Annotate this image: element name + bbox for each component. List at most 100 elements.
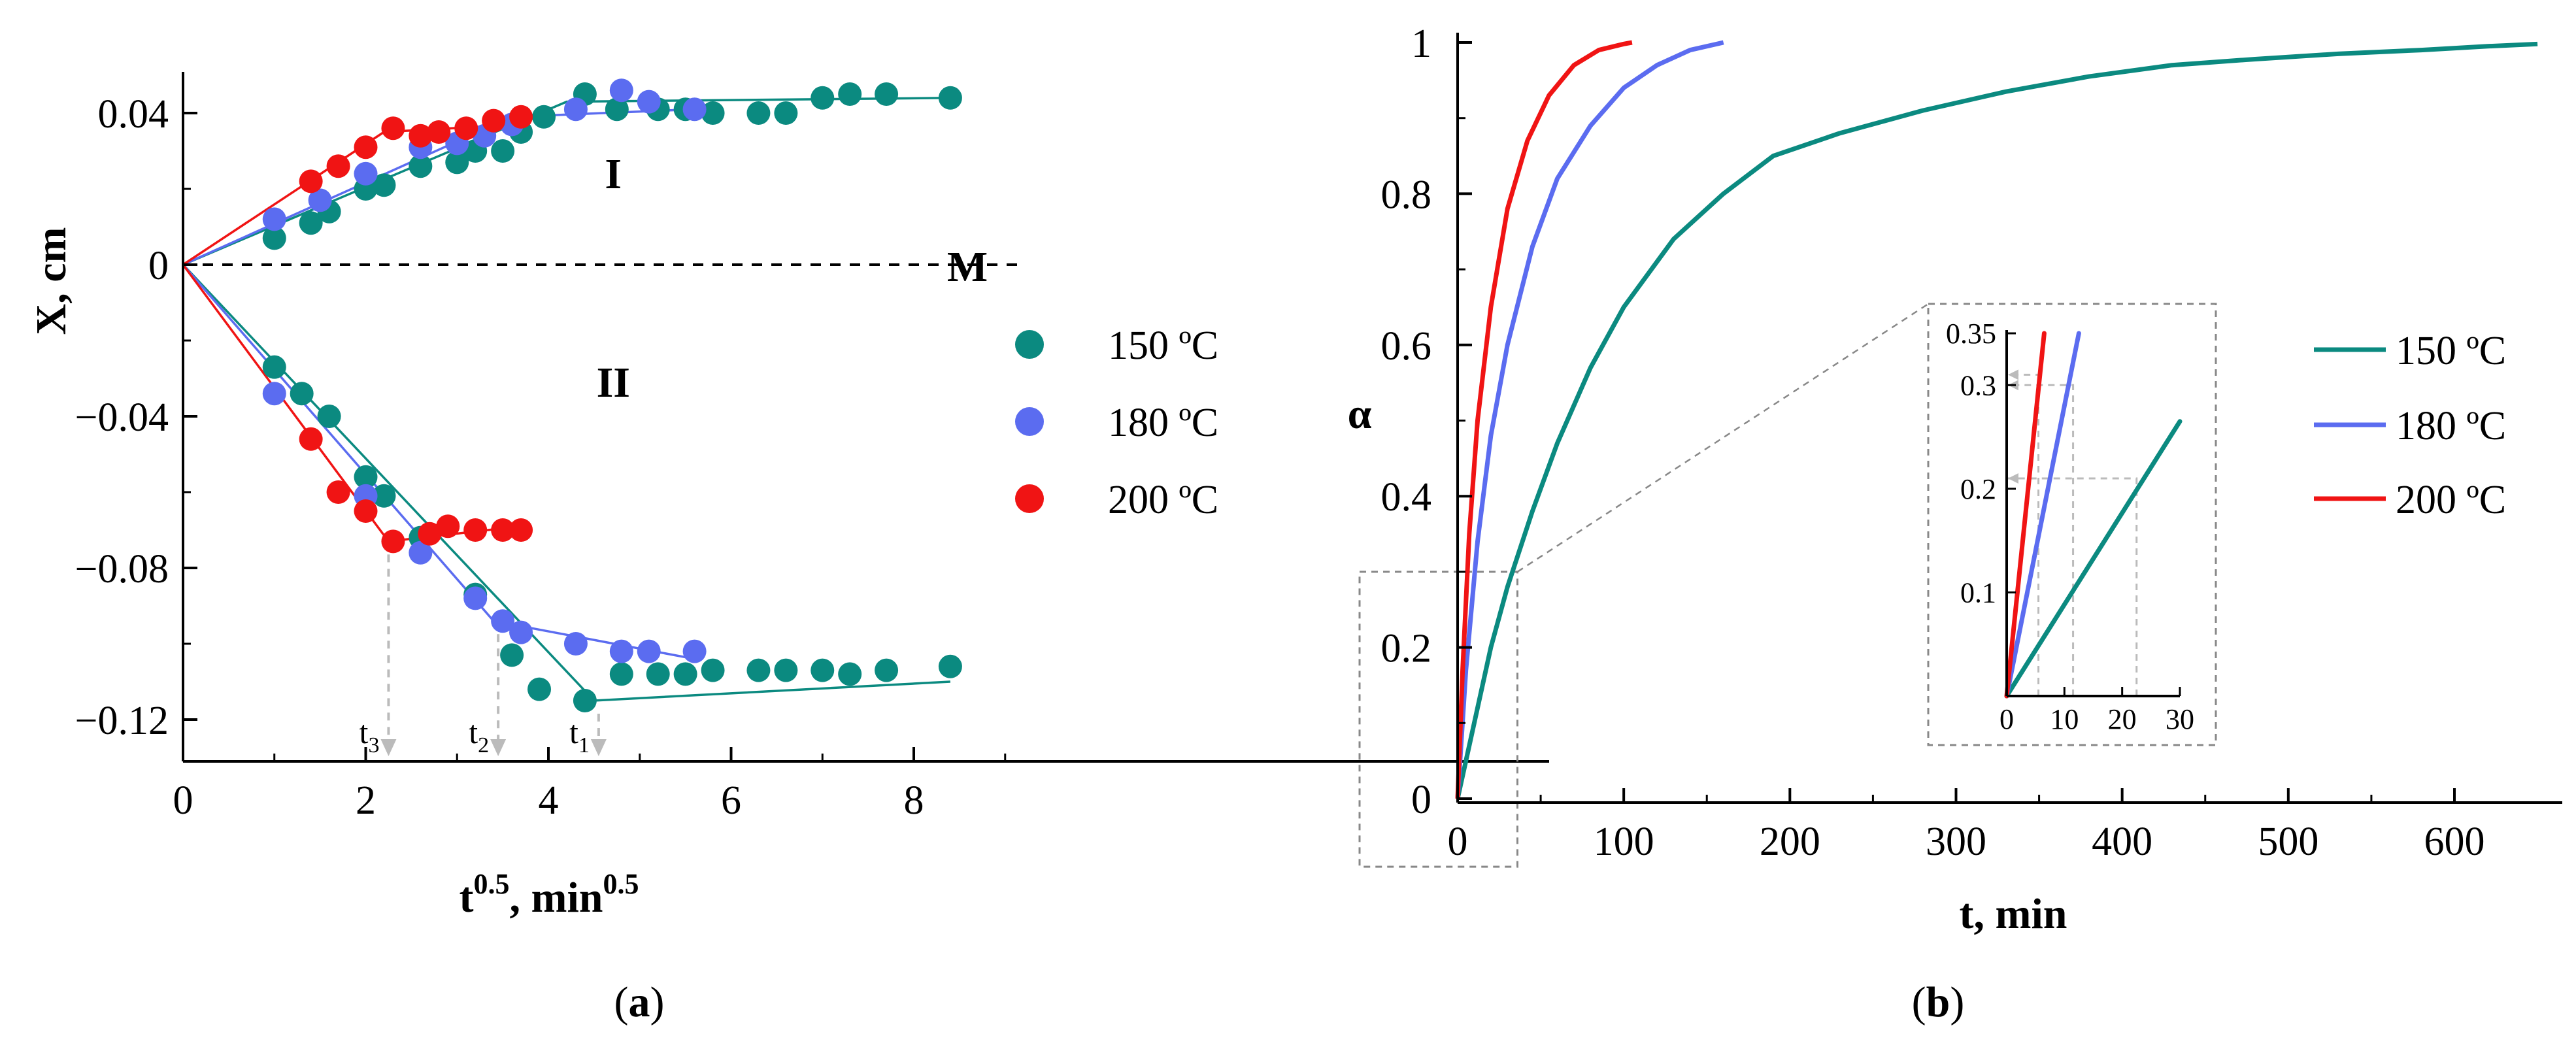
zoom-connector xyxy=(1516,303,1929,573)
inset-ticks xyxy=(2005,332,2181,696)
legend-label-200: 200 ºC xyxy=(2396,478,2506,522)
caption-letter: b xyxy=(1926,978,1950,1026)
panel-b-ticks xyxy=(1456,41,2456,803)
panel-b-marks xyxy=(1455,40,2538,799)
data-point-teal xyxy=(354,465,378,489)
panel-b-xtick-label: 500 xyxy=(2258,820,2318,864)
x-title-mid: , min xyxy=(509,874,603,922)
data-point-blue xyxy=(262,382,286,406)
data-point-teal xyxy=(372,173,396,197)
data-point-blue xyxy=(563,97,588,122)
inset-guide-arrowhead xyxy=(2008,473,2018,484)
legend-label-180: 180 ºC xyxy=(1108,401,1218,445)
data-point-teal xyxy=(811,658,835,682)
inset-ytick-label: 0.1 xyxy=(1960,576,1996,608)
data-point-teal xyxy=(673,662,697,686)
panel-b-x-axis-title: t, min xyxy=(1960,890,2067,938)
panel-a-xtick-label: 2 xyxy=(356,778,376,823)
data-point-teal xyxy=(938,86,962,110)
panel-b-y-axis-title: α xyxy=(1348,390,1372,438)
panel-a-caption: (a) xyxy=(614,978,665,1026)
panel-b-xtick-label: 100 xyxy=(1594,820,1654,864)
data-point-blue xyxy=(609,78,633,103)
time-marker-sub: 1 xyxy=(578,733,590,757)
data-point-red xyxy=(354,135,378,159)
region-label-i: I xyxy=(605,150,622,198)
data-point-red xyxy=(326,480,350,504)
time-marker-t2: t2 xyxy=(469,714,489,757)
panel-a-ytick-label: 0.04 xyxy=(98,92,169,137)
data-point-red xyxy=(436,514,460,539)
inset-guide-line xyxy=(2007,477,2138,696)
data-point-blue xyxy=(682,97,707,122)
panel-b-ytick-label: 0.8 xyxy=(1381,173,1432,217)
caption-open: ( xyxy=(1912,978,1926,1026)
x-title-sup: 0.5 xyxy=(473,868,509,900)
panel-a-marks xyxy=(182,78,1020,756)
data-point-teal xyxy=(774,658,798,682)
legend-label-200: 200 ºC xyxy=(1108,478,1218,522)
panel-a-xtick-label: 4 xyxy=(539,778,559,823)
time-marker-base: t xyxy=(360,714,369,750)
data-point-red xyxy=(491,518,515,542)
data-point-teal xyxy=(875,82,899,106)
data-point-red xyxy=(454,116,478,141)
data-point-red xyxy=(482,108,506,133)
data-point-teal xyxy=(500,643,524,667)
panel-b-axes xyxy=(1456,33,2562,804)
panel-b-xtick-label: 600 xyxy=(2424,820,2485,864)
fit-line-blue xyxy=(182,263,695,660)
data-point-teal xyxy=(875,658,899,682)
data-point-teal xyxy=(299,211,323,235)
matrix-label-m: M xyxy=(947,243,988,291)
panel-b-xtick-label: 400 xyxy=(2092,820,2152,864)
time-marker-base: t xyxy=(469,714,478,750)
series-line-blue xyxy=(1455,40,1724,799)
time-marker-t1: t1 xyxy=(569,714,590,757)
inset-ytick-label: 0.3 xyxy=(1960,369,1996,401)
data-point-teal xyxy=(262,226,286,250)
data-point-teal xyxy=(409,154,433,178)
data-point-teal xyxy=(491,139,515,163)
caption-close: ) xyxy=(1950,978,1964,1026)
panel-a-ytick-label: 0 xyxy=(148,244,169,288)
panel-a-xtick-label: 6 xyxy=(721,778,741,823)
data-point-teal xyxy=(838,662,862,686)
data-point-blue xyxy=(563,632,588,656)
data-point-teal xyxy=(445,150,469,174)
data-point-teal xyxy=(938,654,962,678)
data-point-blue xyxy=(637,90,661,114)
x-title-base: t xyxy=(459,874,473,922)
time-marker-t3: t3 xyxy=(360,714,380,757)
zoom-region xyxy=(1358,303,1929,868)
series-line-red xyxy=(1455,40,1633,799)
data-point-red xyxy=(409,124,433,148)
panel-b-legend: 150 ºC 180 ºC 200 ºC xyxy=(2314,329,2506,522)
panel-a-x-axis-title: t0.5, min0.5 xyxy=(459,868,639,922)
panel-b-chart: 0 0.2 0.4 0.6 0.8 1 0 100 200 300 400 50… xyxy=(1348,22,2562,1026)
legend-marker-180 xyxy=(1015,407,1044,436)
time-marker-sub: 2 xyxy=(478,733,489,757)
inset-chart: 0.1 0.2 0.3 0.35 0 10 20 30 xyxy=(1927,303,2217,746)
time-marker-arrowhead xyxy=(590,739,607,756)
x-title-sup: 0.5 xyxy=(603,868,639,900)
data-point-teal xyxy=(811,86,835,110)
panel-b-ytick-label: 0.2 xyxy=(1381,627,1432,671)
fit-line-teal xyxy=(182,97,950,266)
legend-marker-150 xyxy=(1015,330,1044,359)
panel-a-xtick-label: 8 xyxy=(904,778,924,823)
data-point-red xyxy=(418,522,442,546)
data-point-blue xyxy=(609,639,633,663)
inset-xtick-label: 10 xyxy=(2050,703,2079,735)
inset-series-line-red xyxy=(2004,331,2047,699)
data-point-red xyxy=(299,427,323,451)
inset-marks xyxy=(2004,331,2183,699)
data-point-blue xyxy=(308,188,332,212)
panel-b-xtick-label: 0 xyxy=(1448,820,1468,864)
zoom-box xyxy=(1358,571,1518,868)
panel-a-ytick-label: −0.12 xyxy=(75,699,169,743)
panel-a-axes xyxy=(182,72,1549,763)
panel-a-ticks xyxy=(182,112,1007,761)
data-point-teal xyxy=(262,355,286,379)
panel-b-ytick-label: 1 xyxy=(1411,22,1431,66)
